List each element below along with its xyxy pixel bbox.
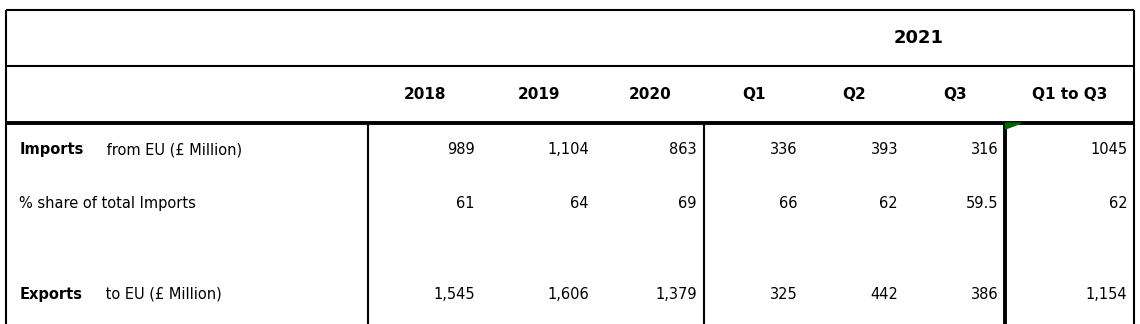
Text: 66: 66: [779, 196, 798, 211]
Text: 1,545: 1,545: [433, 286, 475, 302]
Text: 325: 325: [770, 286, 798, 302]
Text: Q1: Q1: [742, 87, 766, 102]
Text: 69: 69: [678, 196, 697, 211]
Text: 316: 316: [971, 142, 999, 157]
Text: Exports: Exports: [19, 286, 82, 302]
Text: 989: 989: [447, 142, 475, 157]
Text: % share of total Imports: % share of total Imports: [19, 196, 196, 211]
Text: 1,379: 1,379: [656, 286, 697, 302]
Text: 2019: 2019: [518, 87, 560, 102]
Text: 61: 61: [456, 196, 475, 211]
Text: Q1 to Q3: Q1 to Q3: [1032, 87, 1108, 102]
Text: 393: 393: [871, 142, 898, 157]
Text: 1,104: 1,104: [547, 142, 589, 157]
Text: 62: 62: [879, 196, 898, 211]
Text: 1,606: 1,606: [547, 286, 589, 302]
Text: Imports: Imports: [19, 142, 83, 157]
Text: from EU (£ Million): from EU (£ Million): [103, 142, 243, 157]
Text: 442: 442: [870, 286, 898, 302]
Text: 386: 386: [971, 286, 999, 302]
Text: 1,154: 1,154: [1085, 286, 1127, 302]
Text: 62: 62: [1109, 196, 1127, 211]
Text: 1045: 1045: [1090, 142, 1127, 157]
Text: to EU (£ Million): to EU (£ Million): [100, 286, 221, 302]
Text: 64: 64: [570, 196, 589, 211]
Text: 2020: 2020: [628, 87, 671, 102]
Text: 863: 863: [669, 142, 697, 157]
Text: 59.5: 59.5: [967, 196, 999, 211]
Text: 2021: 2021: [894, 29, 944, 47]
Text: 336: 336: [770, 142, 798, 157]
Polygon shape: [1005, 123, 1021, 129]
Text: Q3: Q3: [944, 87, 967, 102]
Text: Q2: Q2: [842, 87, 866, 102]
Text: 2018: 2018: [404, 87, 446, 102]
